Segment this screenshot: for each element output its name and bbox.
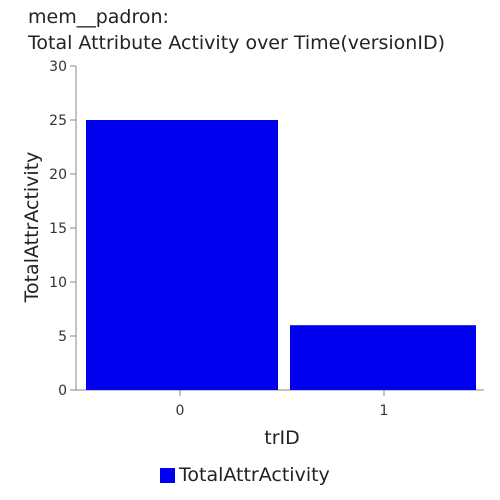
y-tick-label: 0 [58, 383, 67, 399]
y-tick-label: 10 [49, 275, 67, 291]
x-axis-label: trID [264, 427, 300, 449]
chart-title-line-2: Total Attribute Activity over Time(versi… [28, 32, 445, 54]
y-tick-label: 5 [58, 329, 67, 345]
chart-title-line-1: mem__padron: [28, 6, 169, 28]
bars [86, 120, 476, 390]
bar-0 [86, 120, 278, 390]
x-tick-label: 0 [176, 403, 185, 419]
y-tick-label: 25 [49, 113, 67, 129]
y-tick-label: 15 [49, 221, 67, 237]
y-tick-label: 30 [49, 59, 67, 75]
x-tick-label: 1 [380, 403, 389, 419]
y-tick-label: 20 [49, 167, 67, 183]
bar-1 [290, 325, 476, 390]
legend: TotalAttrActivity [160, 464, 330, 486]
legend-swatch [160, 467, 175, 483]
legend-label: TotalAttrActivity [179, 464, 330, 486]
y-axis-label: TotalAttrActivity [21, 152, 43, 304]
